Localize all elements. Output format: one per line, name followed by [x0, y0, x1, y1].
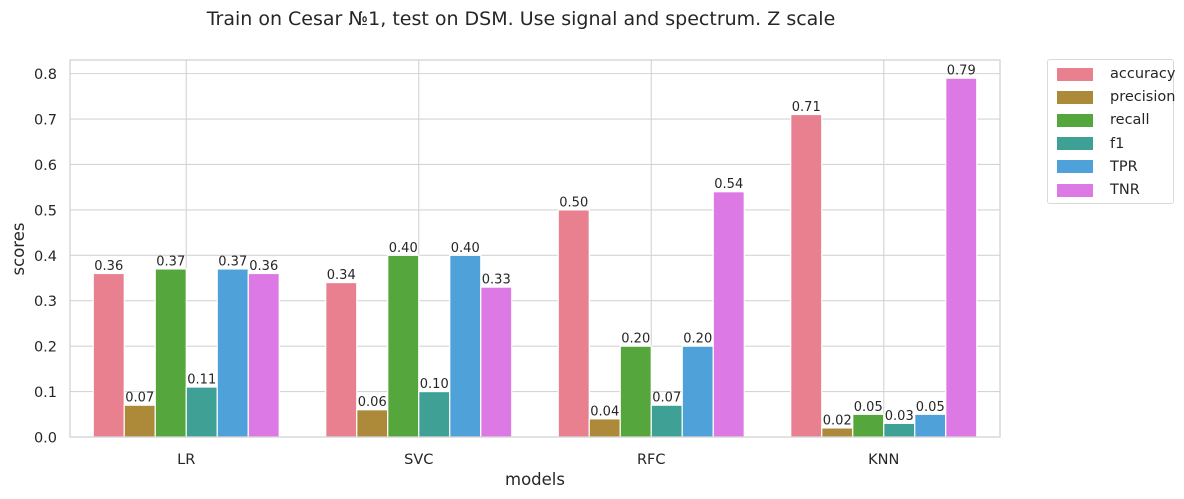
legend-label: accuracy — [1110, 66, 1176, 82]
bar-labels: 0.360.070.370.110.37 0.360.340.060.400.10… — [94, 64, 975, 429]
legend-item-f1: f1 — [1057, 134, 1124, 154]
bar-recall-lr — [154, 268, 187, 438]
legend-swatch — [1057, 90, 1093, 104]
legend-swatch — [1057, 137, 1093, 151]
legend: accuracy precision recall f1 TPR TNR — [1047, 59, 1175, 204]
y-axis-label: scores — [9, 223, 28, 276]
bars — [92, 77, 978, 438]
bar-tpr-svc — [449, 254, 482, 438]
x-tick-label: RFC — [637, 452, 666, 468]
y-tick-label: 0.4 — [34, 249, 57, 265]
bar-value-label: 0.36 — [249, 259, 278, 274]
bar-f1-svc — [418, 390, 451, 438]
bar-recall-knn — [852, 413, 885, 438]
bar-recall-rfc — [619, 345, 652, 438]
y-tick-label: 0.1 — [34, 385, 57, 401]
bar-tpr-knn — [914, 413, 947, 438]
x-tick-label: SVC — [404, 452, 433, 468]
bar-accuracy-svc — [325, 281, 358, 438]
bar-value-label: 0.54 — [714, 177, 743, 192]
legend-label: TPR — [1110, 158, 1138, 175]
legend-swatch — [1057, 183, 1093, 197]
legend-item-tnr: TNR — [1057, 180, 1140, 200]
legend-swatch — [1057, 160, 1093, 174]
y-tick-label: 0.5 — [34, 203, 57, 219]
bar-tnr-lr — [247, 272, 280, 438]
bar-value-label: 0.40 — [451, 241, 480, 256]
bar-value-label: 0.50 — [559, 195, 588, 210]
bar-value-label: 0.03 — [885, 409, 914, 424]
bar-precision-rfc — [588, 418, 621, 438]
bar-value-label: 0.36 — [94, 259, 123, 274]
bar-value-label: 0.37 — [218, 254, 247, 269]
legend-label: f1 — [1110, 135, 1125, 152]
bar-value-label: 0.33 — [482, 273, 511, 288]
legend-swatch — [1057, 67, 1093, 81]
bar-tpr-lr — [216, 268, 249, 438]
bar-value-label: 0.05 — [916, 400, 945, 415]
bar-recall-svc — [387, 254, 420, 438]
bar-precision-knn — [821, 427, 854, 438]
bar-value-label: 0.71 — [792, 100, 821, 115]
bar-f1-knn — [883, 422, 916, 438]
bar-accuracy-lr — [92, 272, 125, 438]
plot-frame — [69, 59, 1001, 438]
bar-tpr-rfc — [681, 345, 714, 438]
y-tick-label: 0.7 — [34, 113, 57, 129]
bar-value-label: 0.20 — [683, 332, 712, 347]
y-tick-label: 0.2 — [34, 340, 57, 356]
bar-value-label: 0.04 — [590, 404, 619, 419]
legend-item-recall: recall — [1057, 110, 1149, 130]
bar-value-label: 0.11 — [187, 373, 216, 388]
legend-item-accuracy: accuracy — [1057, 64, 1175, 84]
bar-precision-lr — [123, 404, 156, 438]
bar-value-label: 0.40 — [389, 241, 418, 256]
bar-value-label: 0.07 — [125, 391, 154, 406]
bar-tnr-svc — [480, 286, 513, 438]
x-tick-label: LR — [177, 452, 195, 468]
bar-f1-lr — [185, 386, 218, 438]
bar-f1-rfc — [650, 404, 683, 438]
bar-value-label: 0.05 — [854, 400, 883, 415]
y-tick-labels: 0.0 0.1 0.2 0.3 0.4 0.5 0.6 0.7 0.8 — [34, 67, 57, 446]
legend-swatch — [1057, 113, 1093, 127]
y-tick-label: 0.3 — [34, 294, 57, 310]
bar-value-label: 0.10 — [420, 377, 449, 392]
bar-tnr-knn — [945, 77, 978, 438]
x-axis-label: models — [505, 470, 565, 489]
bar-precision-svc — [356, 409, 389, 438]
bar-value-label: 0.37 — [156, 254, 185, 269]
bar-accuracy-knn — [790, 113, 823, 438]
y-tick-label: 0.6 — [34, 158, 57, 174]
y-tick-label: 0.0 — [34, 431, 57, 447]
bar-value-label: 0.79 — [947, 64, 976, 79]
chart-title: Train on Cesar №1, test on DSM. Use sign… — [206, 8, 836, 30]
legend-label: precision — [1110, 89, 1176, 106]
bar-value-label: 0.34 — [327, 268, 356, 283]
bar-tnr-rfc — [712, 191, 745, 438]
y-tick-label: 0.8 — [34, 67, 57, 83]
legend-label: TNR — [1110, 182, 1140, 198]
bar-value-label: 0.06 — [358, 395, 387, 410]
legend-item-tpr: TPR — [1057, 157, 1138, 177]
x-tick-label: KNN — [868, 452, 899, 468]
bar-value-label: 0.07 — [652, 391, 681, 406]
legend-label: recall — [1110, 112, 1150, 129]
bar-accuracy-rfc — [557, 209, 590, 438]
legend-item-precision: precision — [1057, 87, 1175, 107]
x-tick-labels: LR SVC RFC KNN — [177, 452, 899, 468]
bar-value-label: 0.02 — [823, 413, 852, 428]
bar-value-label: 0.20 — [621, 332, 650, 347]
